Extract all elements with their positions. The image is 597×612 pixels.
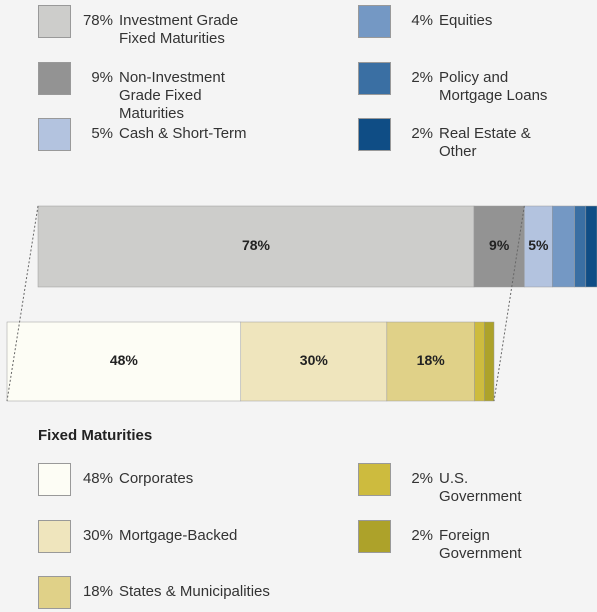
legend-item: 48% Corporates [38, 463, 329, 496]
legend-label: Real Estate & Other [439, 125, 531, 160]
bar-segment [240, 321, 388, 402]
legend-value: 9% [91, 68, 113, 86]
data-label: 9% [489, 237, 510, 253]
data-label: 78% [242, 237, 271, 253]
legend-item: 2% Foreign Government [358, 519, 554, 563]
legend-swatch [358, 519, 391, 553]
legend-value: 2% [411, 68, 433, 86]
legend-item: 2% Real Estate & Other [358, 118, 554, 161]
legend-swatch [38, 118, 71, 151]
connector [493, 205, 525, 402]
legend-swatch [358, 61, 391, 95]
legend-label: States & Municipalities [119, 583, 270, 600]
legend-value: 30% [82, 526, 113, 544]
bar-segment [473, 205, 525, 288]
legend-item: 18% States & Municipalities [38, 576, 329, 609]
bar-segment [386, 321, 475, 402]
legend-item: 9% Non-Investment Grade Fixed Maturities [38, 61, 264, 123]
legend-swatch [358, 5, 391, 38]
legend-swatch [38, 519, 71, 553]
legend-value: 18% [82, 583, 113, 600]
legend-item: 4% Equities [358, 5, 554, 38]
legend-value: 2% [411, 526, 433, 544]
legend-swatch [38, 576, 71, 609]
bar-segment [37, 205, 475, 288]
legend-item: 78% Investment Grade Fixed Maturities [38, 5, 264, 48]
legend-label: U.S. Government [439, 470, 522, 505]
data-label: 18% [417, 352, 446, 368]
legend-swatch [38, 463, 71, 496]
legend-swatch [358, 463, 391, 496]
bar-segment [6, 321, 242, 402]
legend-value: 5% [91, 125, 113, 142]
legend-item: 5% Cash & Short-Term [38, 118, 264, 151]
bar-segment [484, 321, 495, 402]
bar-segment [585, 205, 597, 288]
legend-item: 2% U.S. Government [358, 463, 554, 506]
legend-label: Equities [439, 12, 493, 29]
legend-value: 2% [411, 470, 433, 487]
data-label: 30% [300, 352, 329, 368]
bar-segment [574, 205, 587, 288]
legend-label: Foreign Government [439, 526, 522, 562]
legend-value: 4% [411, 12, 433, 29]
section-title: Fixed Maturities [38, 427, 153, 444]
data-label: 5% [528, 237, 549, 253]
legend-value: 2% [411, 125, 433, 142]
data-label: 48% [110, 352, 139, 368]
bar-segment [524, 205, 553, 288]
legend-swatch [38, 61, 71, 95]
legend-label: Corporates [119, 470, 194, 487]
legend-label: Cash & Short-Term [119, 125, 247, 142]
connector [6, 205, 39, 402]
legend-swatch [358, 118, 391, 151]
legend-label: Mortgage-Backed [119, 526, 238, 544]
bar-segment [474, 321, 485, 402]
legend-value: 78% [82, 12, 113, 29]
legend-value: 48% [82, 470, 113, 487]
legend-label: Policy and Mortgage Loans [439, 68, 548, 104]
bar-segment [552, 205, 575, 288]
legend-item: 30% Mortgage-Backed [38, 519, 329, 553]
legend-item: 2% Policy and Mortgage Loans [358, 61, 554, 105]
legend-label: Non-Investment Grade Fixed Maturities [119, 68, 225, 122]
legend-swatch [38, 5, 71, 38]
legend-label: Investment Grade Fixed Maturities [119, 12, 239, 47]
